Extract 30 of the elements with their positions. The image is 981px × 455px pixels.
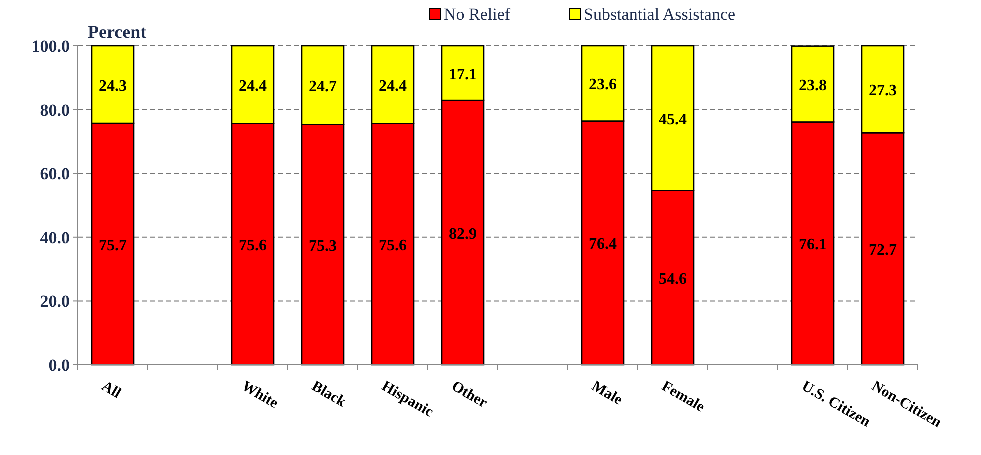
data-label: 24.4 — [239, 78, 267, 95]
y-tick-label: 0.0 — [48, 356, 70, 375]
y-tick-label: 100.0 — [32, 37, 70, 56]
data-label: 76.4 — [589, 236, 617, 254]
data-label: 75.6 — [239, 237, 267, 254]
data-label: 17.1 — [449, 66, 477, 84]
y-tick-label: 80.0 — [40, 100, 70, 120]
data-label: 24.7 — [309, 78, 337, 96]
data-label: 82.9 — [449, 226, 477, 243]
data-label: 45.4 — [659, 111, 687, 128]
x-tick-label: All — [99, 378, 124, 402]
y-tick-label: 20.0 — [40, 292, 70, 312]
data-label: 76.1 — [799, 236, 827, 254]
data-label: 75.7 — [99, 237, 127, 254]
legend-label: Substantial Assistance — [584, 5, 736, 24]
y-axis-title: Percent — [88, 22, 147, 42]
data-label: 75.3 — [309, 238, 337, 255]
legend-label: No Relief — [444, 5, 511, 24]
data-label: 23.6 — [589, 76, 617, 94]
data-label: 24.3 — [99, 78, 127, 95]
data-label: 27.3 — [869, 82, 897, 100]
data-label: 75.6 — [379, 237, 407, 254]
data-label: 72.7 — [869, 242, 897, 260]
data-label: 24.4 — [379, 78, 407, 95]
x-tick-label: Other — [449, 378, 490, 412]
x-tick-label: Male — [589, 378, 626, 409]
data-label: 54.6 — [659, 270, 687, 288]
y-tick-label: 60.0 — [40, 164, 70, 184]
y-tick-label: 40.0 — [40, 228, 70, 248]
data-label: 23.8 — [799, 77, 827, 94]
